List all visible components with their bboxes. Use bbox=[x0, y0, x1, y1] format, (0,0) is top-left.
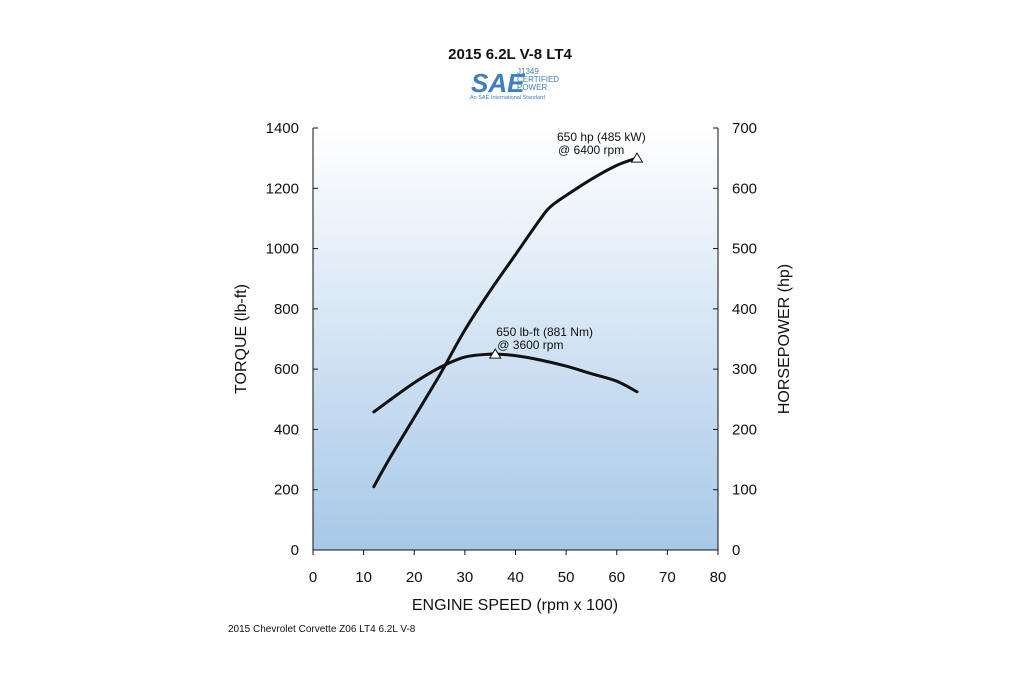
x-tick-label: 50 bbox=[558, 569, 575, 586]
chart-title: 2015 6.2L V-8 LT4 bbox=[448, 46, 572, 63]
x-tick-label: 20 bbox=[406, 569, 423, 586]
annotation-label: 650 lb-ft (881 Nm) bbox=[496, 325, 593, 339]
x-tick-label: 0 bbox=[309, 569, 317, 586]
horsepower-curve bbox=[372, 156, 639, 489]
y-right-tick-label: 0 bbox=[732, 542, 740, 559]
y-left-tick-label: 0 bbox=[291, 542, 299, 559]
y-left-tick-label: 800 bbox=[274, 301, 299, 318]
sae-logo-line1: J1349 bbox=[517, 67, 539, 76]
x-tick-label: 10 bbox=[355, 569, 372, 586]
annotation-label: @ 6400 rpm bbox=[558, 143, 624, 157]
y-right-tick-label: 600 bbox=[732, 180, 757, 197]
tick-labels: 0 10 20 30 40 50 60 70 8002004006008001000120014… bbox=[266, 120, 757, 586]
x-tick-label: 70 bbox=[659, 569, 676, 586]
annotation-label: 650 hp (485 kW) bbox=[557, 130, 646, 144]
footnote: 2015 Chevrolet Corvette Z06 LT4 6.2L V-8 bbox=[228, 624, 416, 635]
sae-logo-line3: POWER bbox=[517, 83, 547, 92]
x-tick-label: 80 bbox=[710, 569, 727, 586]
y-right-tick-label: 500 bbox=[732, 241, 757, 258]
y-right-tick-label: 200 bbox=[732, 421, 757, 438]
peak-torque-marker bbox=[488, 348, 502, 359]
y-left-axis-title: TORQUE (lb-ft) bbox=[233, 284, 250, 394]
y-right-tick-label: 700 bbox=[732, 120, 757, 137]
y-right-tick-label: 400 bbox=[732, 301, 757, 318]
x-axis-title: ENGINE SPEED (rpm x 100) bbox=[412, 597, 618, 614]
axes bbox=[312, 127, 719, 555]
peak-hp-marker bbox=[630, 152, 644, 163]
y-left-tick-label: 1000 bbox=[266, 241, 299, 258]
sae-logo: SAE J1349 CERTIFIED POWER An SAE Interna… bbox=[470, 67, 559, 101]
annotation-label: @ 3600 rpm bbox=[497, 338, 563, 352]
y-left-tick-label: 400 bbox=[274, 421, 299, 438]
sae-logo-tagline: An SAE International Standard bbox=[470, 95, 545, 101]
x-tick-label: 60 bbox=[608, 569, 625, 586]
sae-logo-line2: CERTIFIED bbox=[517, 75, 559, 84]
y-left-tick-label: 600 bbox=[274, 361, 299, 378]
y-left-tick-label: 200 bbox=[274, 482, 299, 499]
y-right-axis-title: HORSEPOWER (hp) bbox=[776, 264, 793, 414]
y-right-tick-label: 300 bbox=[732, 361, 757, 378]
x-tick-label: 40 bbox=[507, 569, 524, 586]
y-right-tick-label: 100 bbox=[732, 482, 757, 499]
x-tick-label: 30 bbox=[457, 569, 474, 586]
plot-area bbox=[313, 128, 718, 550]
annotations: 650 hp (485 kW)@ 6400 rpm 650 lb-ft (881 … bbox=[488, 130, 646, 359]
y-left-tick-label: 1200 bbox=[266, 180, 299, 197]
y-left-tick-label: 1400 bbox=[266, 120, 299, 137]
sae-logo-mark: SAE bbox=[471, 68, 525, 98]
